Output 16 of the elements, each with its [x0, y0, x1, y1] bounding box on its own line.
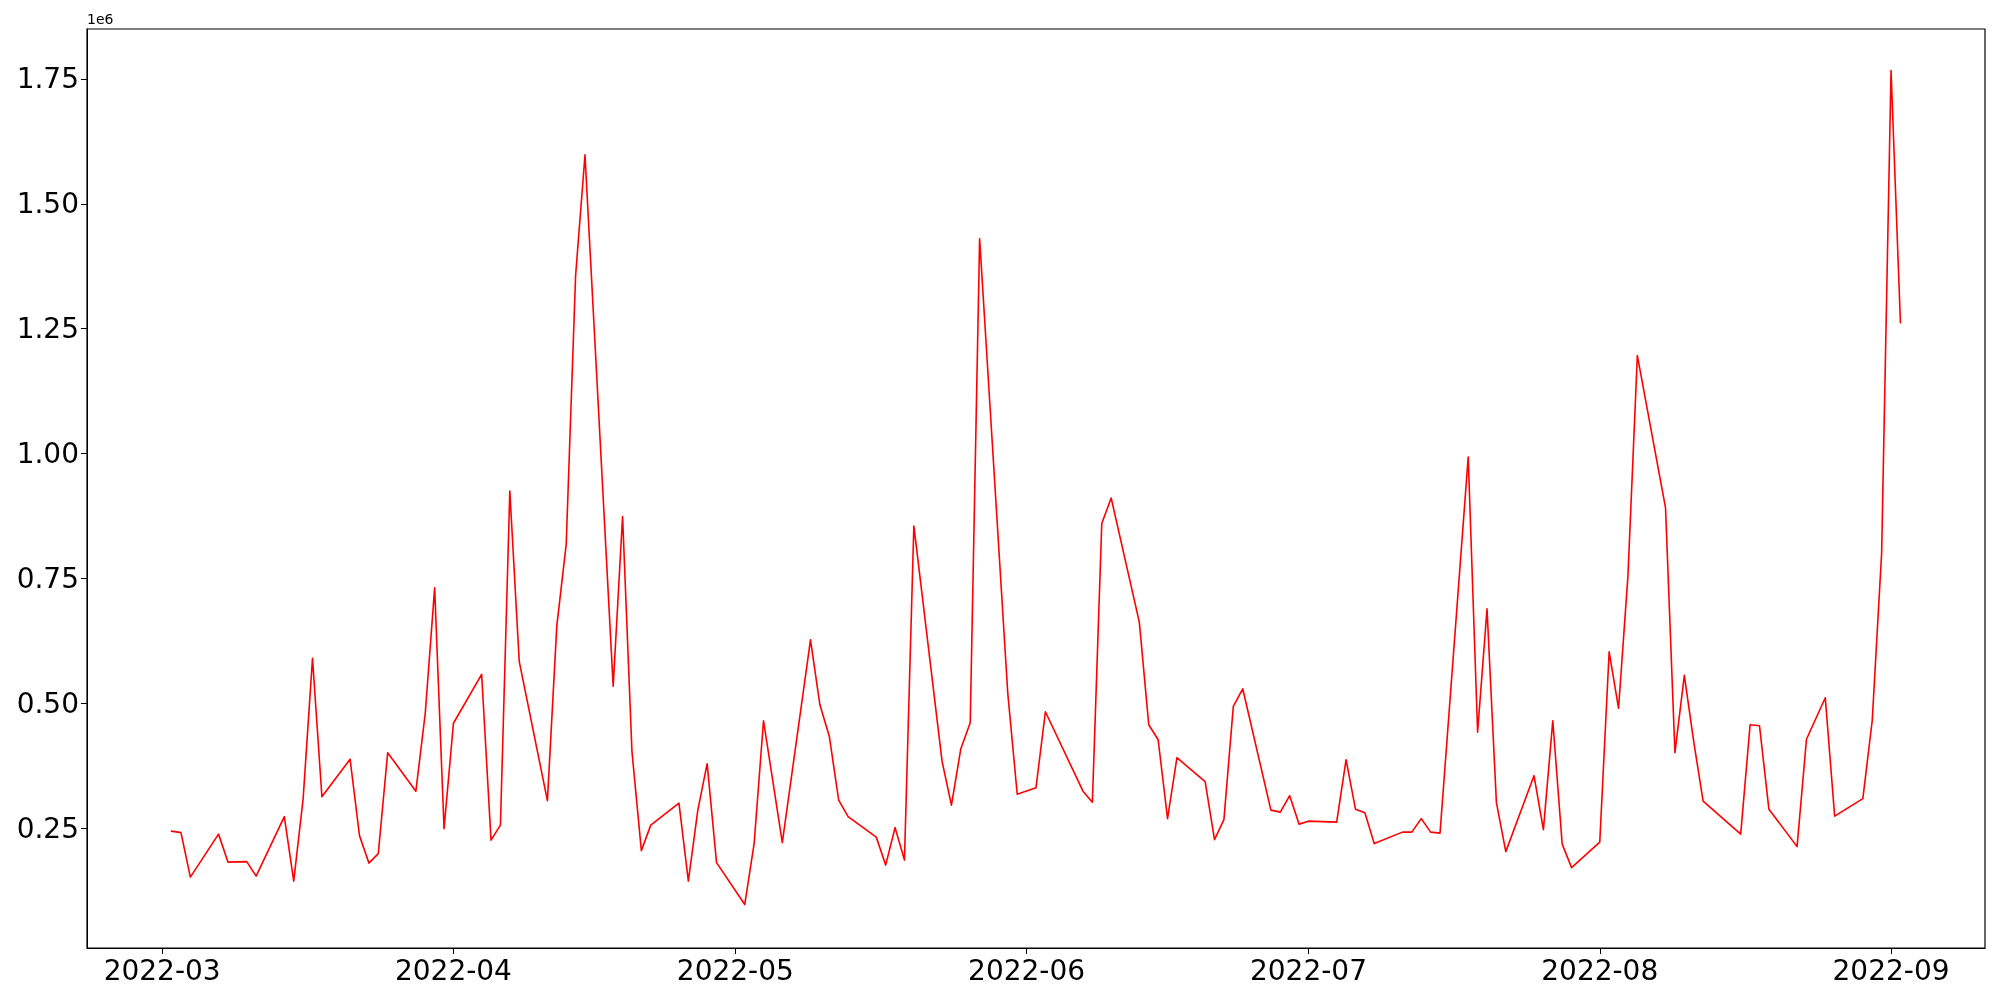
y-tick-label: 0.50 — [16, 686, 79, 720]
line-series — [170, 69, 1902, 906]
y-tick-label: 1.25 — [16, 312, 79, 346]
y-tick-label: 0.75 — [16, 561, 79, 595]
y-tick-label: 0.25 — [16, 811, 79, 845]
y-tick-label: 1.75 — [16, 62, 79, 96]
x-tick-label: 2022-05 — [676, 953, 794, 987]
x-tick-label: 2022-06 — [968, 953, 1086, 987]
y-tick-label: 1.00 — [16, 437, 79, 471]
x-tick-label: 2022-04 — [394, 953, 512, 987]
x-tick-label: 2022-07 — [1249, 953, 1367, 987]
y-tick-label: 1.50 — [16, 187, 79, 221]
text: 1e6 — [87, 11, 114, 27]
x-tick-label: 2022-03 — [103, 953, 221, 987]
x-tick-label: 2022-09 — [1832, 953, 1950, 987]
x-tick-label: 2022-08 — [1541, 953, 1659, 987]
